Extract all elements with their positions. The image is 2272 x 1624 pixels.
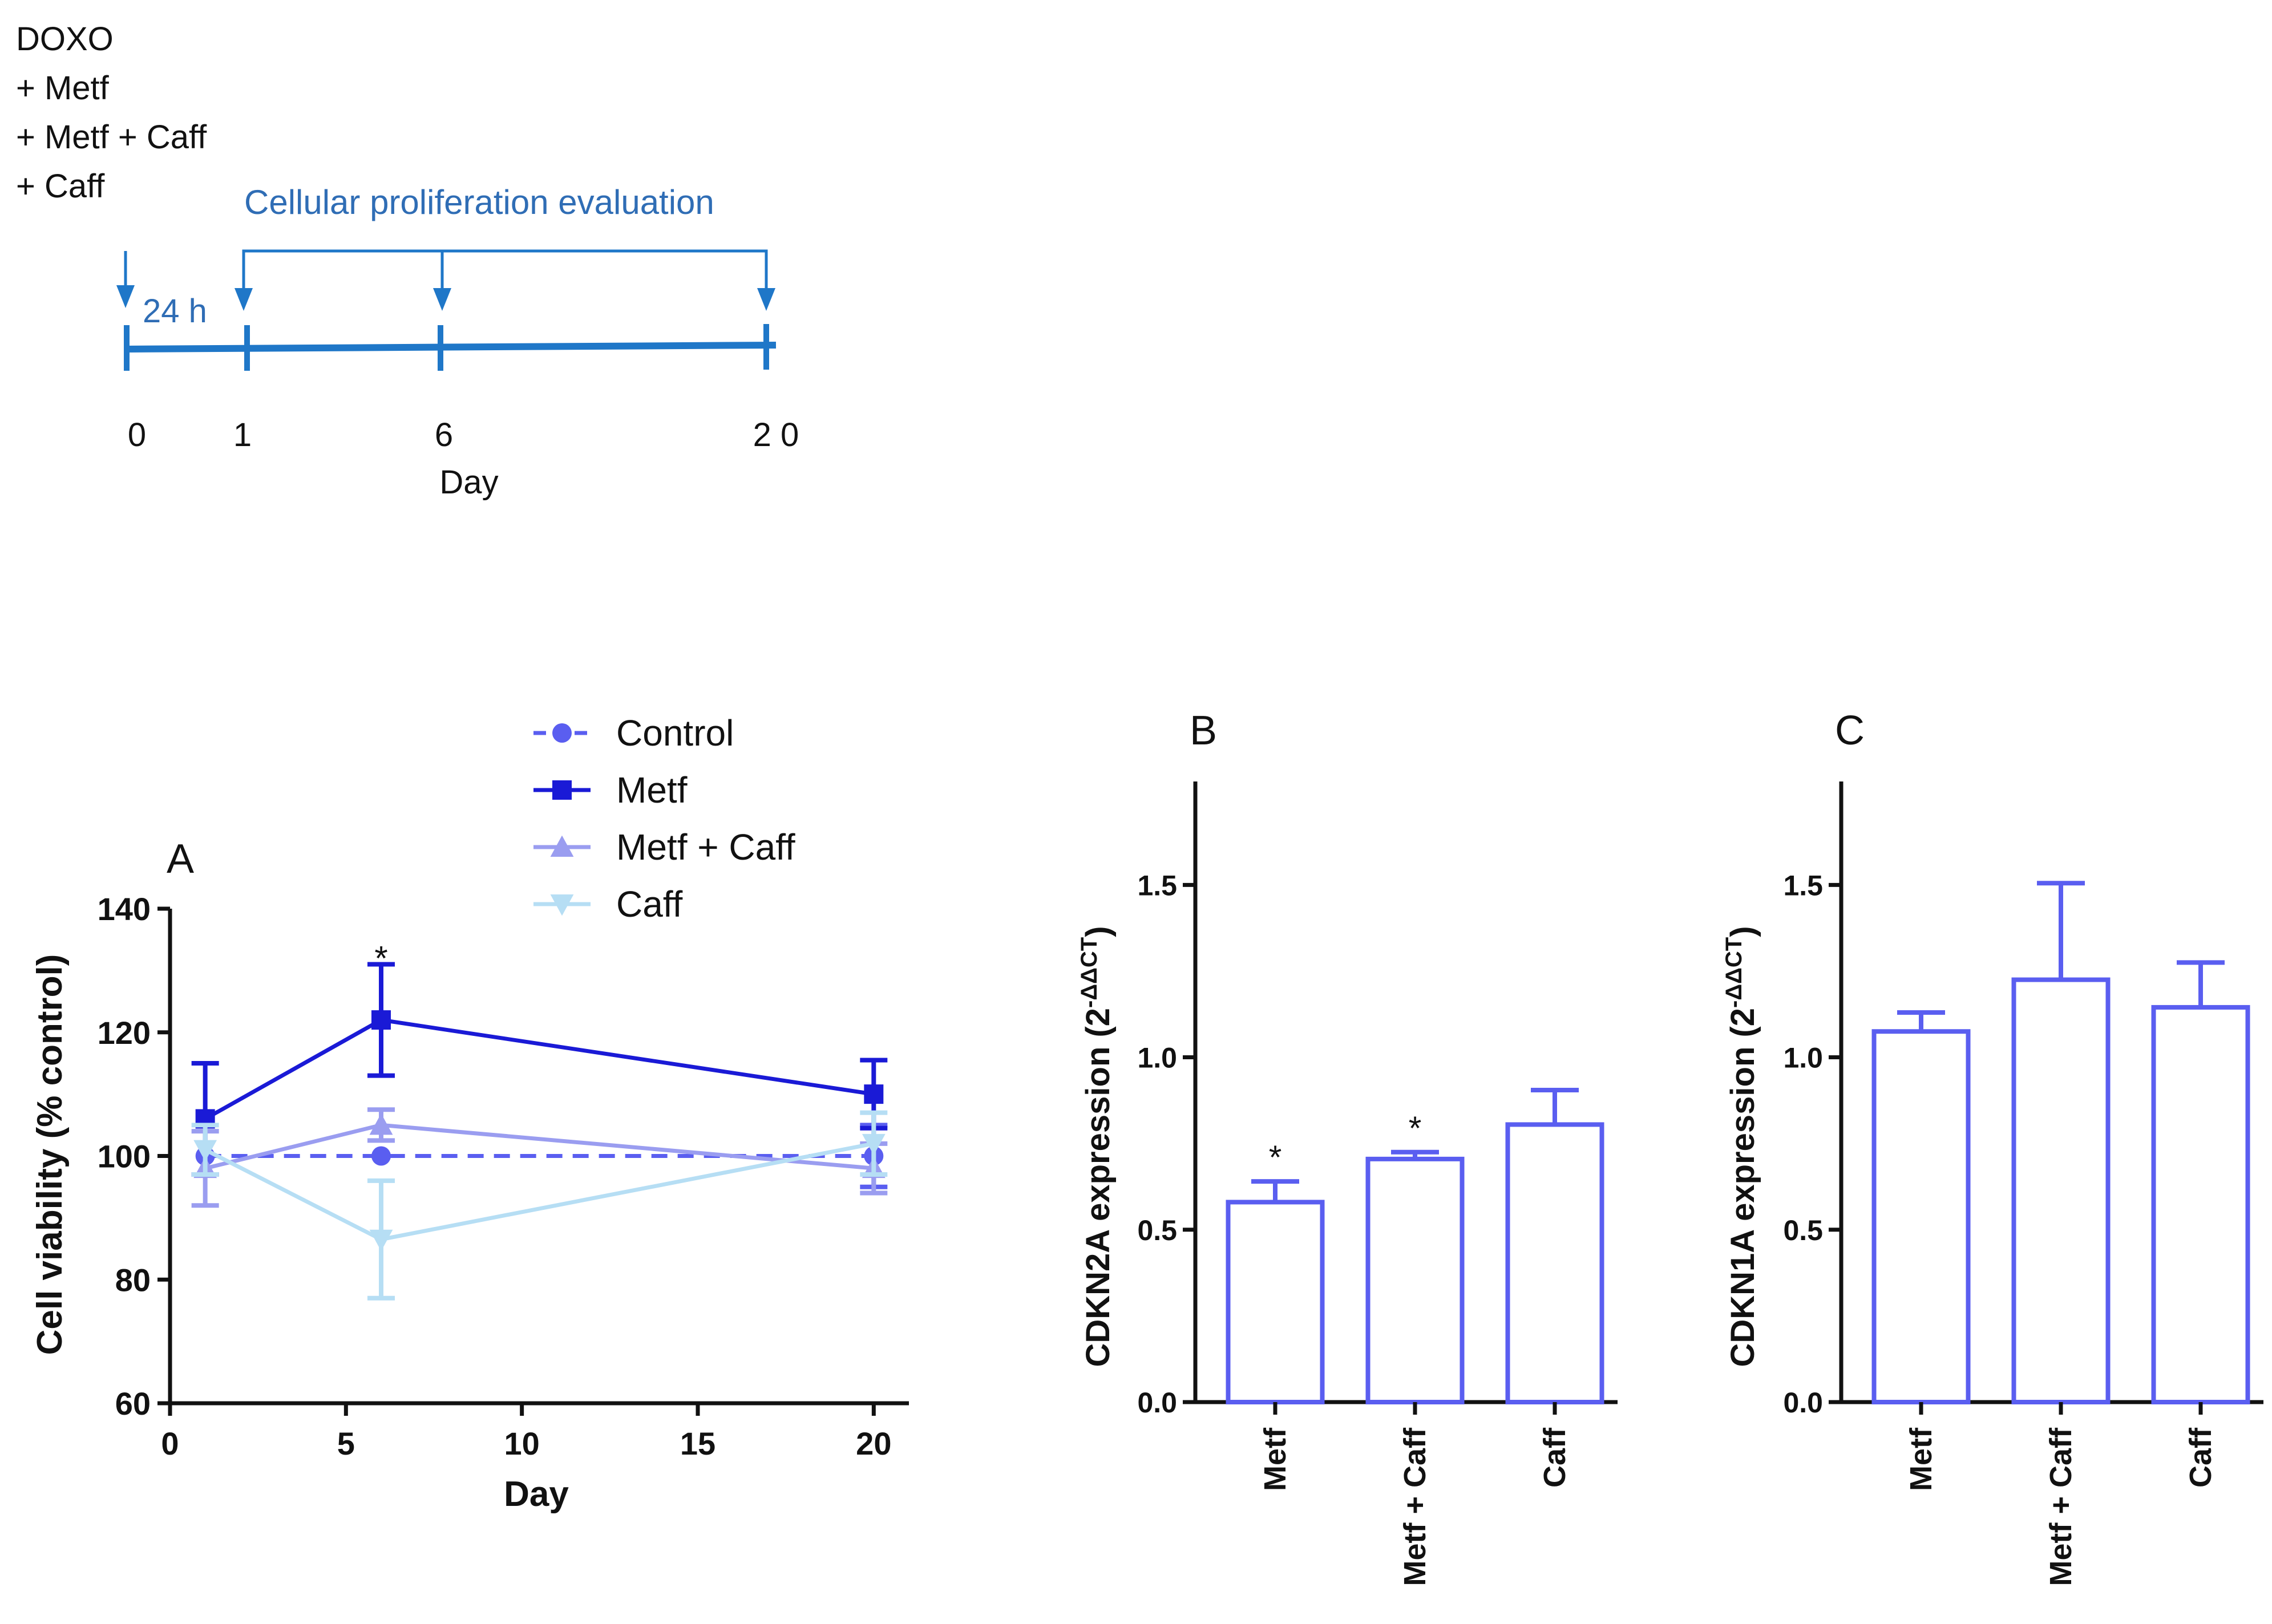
- x-tick-label: 10: [504, 1425, 540, 1461]
- bar: [2011, 977, 2111, 1404]
- series-control: [195, 1123, 888, 1189]
- legend-label: Metf: [616, 770, 688, 811]
- y-tick-label: 1.0: [1137, 1042, 1177, 1074]
- legend-label: Caff: [616, 884, 682, 925]
- treatment-label: + Caff: [16, 168, 105, 205]
- day-label: 1: [233, 416, 252, 453]
- y-tick-label: 80: [115, 1262, 151, 1298]
- x-tick-label: Caff: [1538, 1427, 1572, 1488]
- legend: Control Metf Metf + Caff Caff: [533, 712, 795, 925]
- bars: Metf Metf + Caff Caff: [1871, 881, 2250, 1586]
- x-tick-label: 15: [680, 1425, 715, 1461]
- x-tick-label: Metf + Caff: [2044, 1427, 2078, 1586]
- bar-metf: Metf *: [1226, 1139, 1325, 1491]
- y-tick-label: 0.5: [1137, 1214, 1177, 1246]
- y-tick-label: 100: [98, 1139, 151, 1175]
- x-tick-label: Metf: [1904, 1427, 1938, 1491]
- timeline-axis: [125, 342, 777, 353]
- data-point: [552, 780, 572, 800]
- panel-c-bar-chart: C 0.0 0.5 1.0 1.5 Metf Metf + Caff Caff CDKN1…: [1721, 708, 2263, 1586]
- x-axis-title: Day: [504, 1475, 569, 1514]
- panel-label: B: [1190, 708, 1217, 754]
- day-label: 6: [435, 416, 453, 453]
- data-point: [193, 1140, 217, 1162]
- y-tick-label: 1.5: [1137, 869, 1177, 901]
- series-caff: [191, 1110, 888, 1301]
- y-tick-label: 1.0: [1783, 1042, 1823, 1074]
- significance-marker: *: [374, 939, 387, 978]
- y-tick-label: 0.0: [1783, 1387, 1823, 1419]
- treatment-label: + Metf: [16, 70, 110, 107]
- y-tick-label: 1.5: [1783, 869, 1823, 901]
- series: *: [191, 939, 888, 1301]
- y-tick-label: 140: [98, 891, 151, 927]
- bar-metf-caff: Metf + Caff *: [1365, 1110, 1465, 1586]
- y-axis-title: CDKN2A expression (2-ΔΔCT): [1077, 926, 1117, 1367]
- y-tick-label: 0.5: [1783, 1214, 1823, 1246]
- x-tick-label: Metf + Caff: [1398, 1427, 1432, 1586]
- data-point: [369, 1229, 393, 1252]
- bar: [1505, 1122, 1604, 1405]
- y-tick-label: 60: [115, 1386, 151, 1421]
- x-tick-label: 20: [856, 1425, 891, 1461]
- significance-marker: *: [1409, 1110, 1422, 1147]
- data-point: [369, 1113, 393, 1135]
- bar-caff: Caff: [2151, 960, 2250, 1488]
- x-tick-label: Metf: [1258, 1427, 1292, 1491]
- panel-label: C: [1835, 708, 1865, 754]
- data-point: [550, 894, 574, 916]
- data-point: [864, 1084, 884, 1104]
- x-tick-label: 0: [161, 1425, 179, 1461]
- interval-label: 24 h: [143, 293, 207, 330]
- y-tick-label: 120: [98, 1015, 151, 1051]
- bar-metf: Metf: [1871, 1010, 1971, 1491]
- data-point: [862, 1133, 886, 1156]
- bar: [1365, 1156, 1465, 1405]
- bar-caff: Caff: [1505, 1087, 1604, 1488]
- day-label: 0: [128, 416, 146, 453]
- treatment-schematic: DOXO + Metf + Metf + Caff + Caff Cellula…: [16, 21, 799, 501]
- timepoint-arrows: [116, 251, 775, 311]
- evaluation-bracket: [242, 249, 768, 288]
- data-point: [552, 723, 572, 743]
- timeline-ticks: [124, 324, 769, 371]
- data-point: [371, 1010, 391, 1030]
- evaluation-label: Cellular proliferation evaluation: [244, 183, 714, 221]
- x-tick-label: Caff: [2184, 1427, 2218, 1488]
- y-tick-label: 0.0: [1137, 1387, 1177, 1419]
- bar: [2151, 1005, 2250, 1404]
- panel-b-bar-chart: B 0.0 0.5 1.0 1.5 Metf * Metf + Caff * Caff CDK…: [1077, 708, 1618, 1586]
- series-metf: [191, 962, 888, 1177]
- bar: [1871, 1029, 1971, 1404]
- timeline-axis-label: Day: [439, 464, 498, 501]
- series-line: [204, 1018, 874, 1121]
- x-tick-label: 5: [337, 1425, 355, 1461]
- data-point: [550, 835, 574, 857]
- treatment-label: + Metf + Caff: [16, 119, 207, 156]
- bar-metf-caff: Metf + Caff: [2011, 881, 2111, 1586]
- treatment-label: DOXO: [16, 21, 114, 58]
- axes: 60 80 100 120 140 0 5 10 15 20: [98, 891, 909, 1461]
- y-axis-title: CDKN1A expression (2-ΔΔCT): [1721, 926, 1761, 1367]
- significance-marker: *: [1269, 1139, 1282, 1176]
- panel-label: A: [167, 836, 194, 882]
- bar: [1226, 1200, 1325, 1404]
- legend-label: Control: [616, 712, 734, 754]
- legend-label: Metf + Caff: [616, 827, 795, 868]
- data-point: [371, 1146, 391, 1166]
- day-label: 2 0: [753, 416, 799, 453]
- bars: Metf * Metf + Caff * Caff: [1226, 1087, 1604, 1586]
- y-axis-title: Cell viability (% control): [30, 954, 70, 1355]
